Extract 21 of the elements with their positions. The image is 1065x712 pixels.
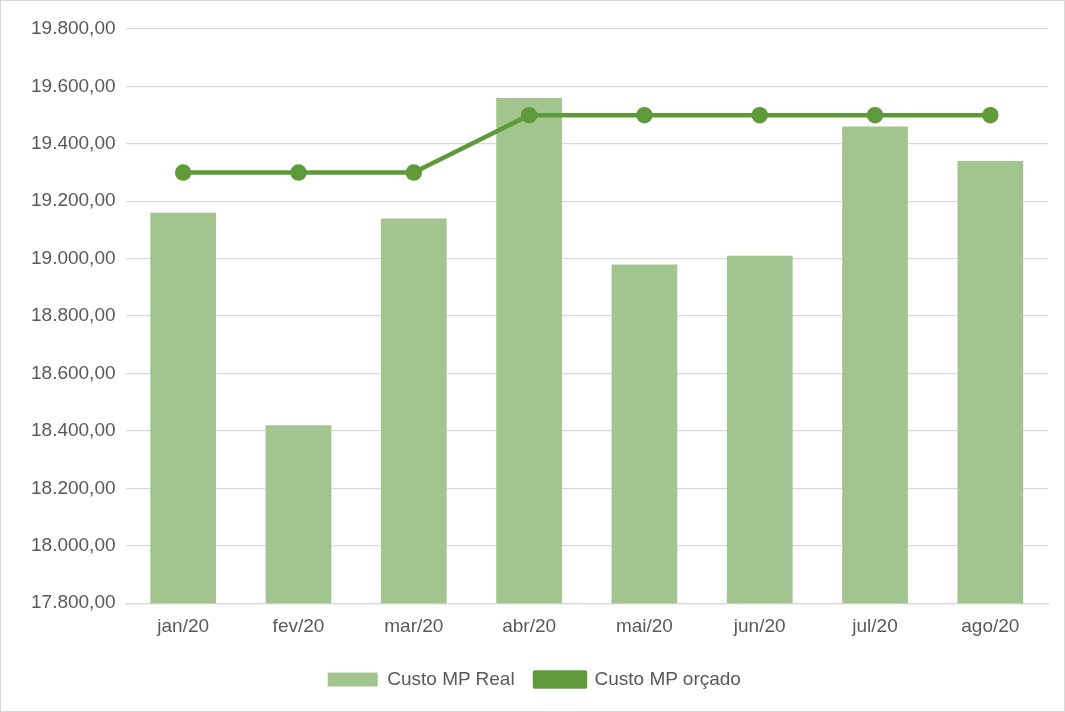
y-tick-label: 19.800,00 [30, 17, 116, 39]
y-tick-label: 19.200,00 [30, 189, 116, 211]
x-tick-label: jul/20 [851, 614, 898, 636]
x-tick-label: jun/20 [732, 614, 786, 636]
y-tick-label: 18.000,00 [30, 534, 116, 556]
y-tick-label: 19.400,00 [30, 132, 116, 154]
legend-label: Custo MP Real [387, 667, 515, 689]
y-tick-label: 18.200,00 [30, 476, 116, 498]
y-tick-label: 17.800,00 [30, 591, 116, 613]
y-tick-label: 18.400,00 [30, 419, 116, 441]
y-tick-label: 18.600,00 [30, 361, 116, 383]
x-tick-label: mai/20 [615, 614, 673, 636]
y-tick-label: 18.800,00 [30, 304, 116, 326]
x-tick-label: ago/20 [961, 614, 1020, 636]
y-tick-label: 19.000,00 [30, 246, 116, 268]
x-tick-label: jan/20 [156, 614, 210, 636]
x-tick-label: fev/20 [272, 614, 325, 636]
x-tick-label: mar/20 [384, 614, 444, 636]
legend-label: Custo MP orçado [594, 667, 741, 689]
x-tick-label: abr/20 [502, 614, 557, 636]
y-tick-label: 19.600,00 [30, 74, 116, 96]
